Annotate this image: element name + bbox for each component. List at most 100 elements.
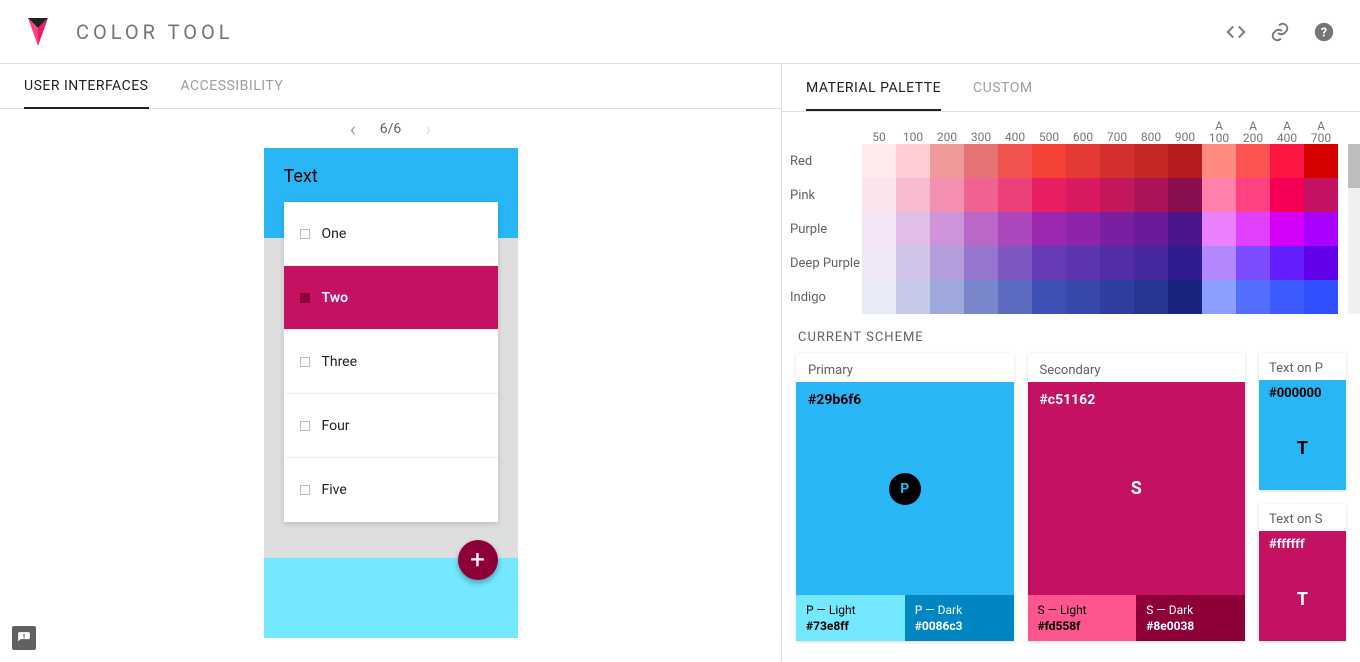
swatch-0-1[interactable] — [896, 144, 930, 178]
swatch-2-10[interactable] — [1202, 212, 1236, 246]
swatch-1-2[interactable] — [930, 178, 964, 212]
swatch-0-3[interactable] — [964, 144, 998, 178]
swatch-2-0[interactable] — [862, 212, 896, 246]
swatch-0-9[interactable] — [1168, 144, 1202, 178]
palette-scrollbar[interactable] — [1348, 144, 1360, 314]
swatch-3-2[interactable] — [930, 246, 964, 280]
swatch-1-3[interactable] — [964, 178, 998, 212]
palette-tab-1[interactable]: CUSTOM — [973, 66, 1033, 110]
swatch-0-8[interactable] — [1134, 144, 1168, 178]
swatch-1-12[interactable] — [1270, 178, 1304, 212]
primary-letter: P — [889, 473, 921, 505]
swatch-1-13[interactable] — [1304, 178, 1338, 212]
swatch-1-9[interactable] — [1168, 178, 1202, 212]
swatch-1-8[interactable] — [1134, 178, 1168, 212]
next-button[interactable]: › — [425, 117, 431, 141]
swatch-0-5[interactable] — [1032, 144, 1066, 178]
text-on-s-card[interactable]: Text on S #ffffff T — [1259, 504, 1346, 641]
swatch-3-13[interactable] — [1304, 246, 1338, 280]
swatch-3-10[interactable] — [1202, 246, 1236, 280]
palette-tab-0[interactable]: MATERIAL PALETTE — [806, 66, 941, 110]
swatch-3-11[interactable] — [1236, 246, 1270, 280]
swatch-4-3[interactable] — [964, 280, 998, 314]
preview-list-item-4[interactable]: Five — [284, 458, 498, 522]
fab-button[interactable]: + — [458, 540, 498, 580]
swatch-3-1[interactable] — [896, 246, 930, 280]
preview-list-item-1[interactable]: Two — [284, 266, 498, 330]
swatch-1-1[interactable] — [896, 178, 930, 212]
swatch-4-7[interactable] — [1100, 280, 1134, 314]
swatch-1-4[interactable] — [998, 178, 1032, 212]
palette-area: 50100200300400500600700800900A100A200A40… — [782, 112, 1360, 314]
swatch-3-3[interactable] — [964, 246, 998, 280]
swatch-1-7[interactable] — [1100, 178, 1134, 212]
prev-button[interactable]: ‹ — [350, 117, 356, 141]
swatch-2-2[interactable] — [930, 212, 964, 246]
swatch-4-2[interactable] — [930, 280, 964, 314]
preview-list-item-0[interactable]: One — [284, 202, 498, 266]
swatch-4-12[interactable] — [1270, 280, 1304, 314]
swatch-4-10[interactable] — [1202, 280, 1236, 314]
primary-light-block: P — Light #73e8ff — [796, 595, 905, 641]
swatch-0-13[interactable] — [1304, 144, 1338, 178]
swatch-2-6[interactable] — [1066, 212, 1100, 246]
primary-card[interactable]: Primary #29b6f6 P P — Light #73e8ff P — … — [796, 353, 1014, 641]
swatch-4-5[interactable] — [1032, 280, 1066, 314]
secondary-label: Secondary — [1028, 353, 1246, 382]
preview-list-item-2[interactable]: Three — [284, 330, 498, 394]
swatch-0-11[interactable] — [1236, 144, 1270, 178]
preview-tab-0[interactable]: USER INTERFACES — [24, 64, 149, 108]
secondary-card[interactable]: Secondary #c51162 S S — Light #fd558f S … — [1028, 353, 1246, 641]
swatch-0-12[interactable] — [1270, 144, 1304, 178]
swatch-1-11[interactable] — [1236, 178, 1270, 212]
swatch-3-6[interactable] — [1066, 246, 1100, 280]
swatch-0-10[interactable] — [1202, 144, 1236, 178]
swatch-4-6[interactable] — [1066, 280, 1100, 314]
swatch-1-6[interactable] — [1066, 178, 1100, 212]
swatch-3-5[interactable] — [1032, 246, 1066, 280]
swatch-4-13[interactable] — [1304, 280, 1338, 314]
swatch-2-5[interactable] — [1032, 212, 1066, 246]
code-icon[interactable] — [1224, 20, 1248, 44]
swatch-4-8[interactable] — [1134, 280, 1168, 314]
text-on-p-card[interactable]: Text on P #000000 T — [1259, 353, 1346, 490]
swatch-3-0[interactable] — [862, 246, 896, 280]
swatch-1-0[interactable] — [862, 178, 896, 212]
secondary-letter: S — [1131, 478, 1142, 499]
swatch-2-8[interactable] — [1134, 212, 1168, 246]
swatch-0-4[interactable] — [998, 144, 1032, 178]
swatch-4-0[interactable] — [862, 280, 896, 314]
swatch-0-7[interactable] — [1100, 144, 1134, 178]
shade-label-3: 300 — [964, 130, 998, 144]
swatch-2-11[interactable] — [1236, 212, 1270, 246]
swatch-0-2[interactable] — [930, 144, 964, 178]
swatch-3-4[interactable] — [998, 246, 1032, 280]
swatch-2-12[interactable] — [1270, 212, 1304, 246]
swatch-1-10[interactable] — [1202, 178, 1236, 212]
swatch-0-6[interactable] — [1066, 144, 1100, 178]
swatch-3-7[interactable] — [1100, 246, 1134, 280]
feedback-icon[interactable] — [12, 626, 36, 650]
swatch-3-8[interactable] — [1134, 246, 1168, 280]
palette-row-red: Red — [782, 144, 1360, 178]
swatch-2-13[interactable] — [1304, 212, 1338, 246]
preview-tab-1[interactable]: ACCESSIBILITY — [181, 64, 284, 108]
swatch-2-3[interactable] — [964, 212, 998, 246]
swatch-4-1[interactable] — [896, 280, 930, 314]
current-scheme-title: CURRENT SCHEME — [782, 314, 1360, 353]
swatch-1-5[interactable] — [1032, 178, 1066, 212]
swatch-0-0[interactable] — [862, 144, 896, 178]
swatch-2-7[interactable] — [1100, 212, 1134, 246]
secondary-light-label: S — Light — [1038, 603, 1087, 617]
link-icon[interactable] — [1268, 20, 1292, 44]
swatch-4-11[interactable] — [1236, 280, 1270, 314]
swatch-2-9[interactable] — [1168, 212, 1202, 246]
swatch-3-12[interactable] — [1270, 246, 1304, 280]
swatch-4-4[interactable] — [998, 280, 1032, 314]
swatch-4-9[interactable] — [1168, 280, 1202, 314]
swatch-3-9[interactable] — [1168, 246, 1202, 280]
help-icon[interactable]: ? — [1312, 20, 1336, 44]
swatch-2-4[interactable] — [998, 212, 1032, 246]
swatch-2-1[interactable] — [896, 212, 930, 246]
preview-list-item-3[interactable]: Four — [284, 394, 498, 458]
